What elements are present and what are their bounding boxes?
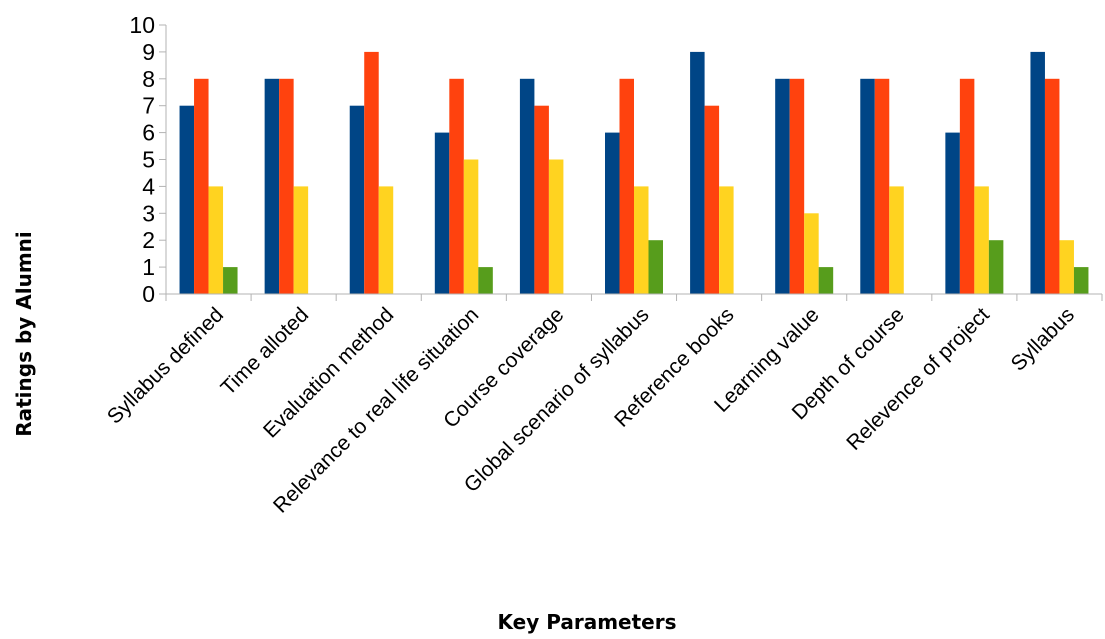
bar xyxy=(179,105,195,294)
bar xyxy=(519,78,535,294)
x-category-label: Relevence of project xyxy=(842,303,994,455)
y-tick-label: 1 xyxy=(142,254,155,280)
y-axis-title: Ratings by Alumni xyxy=(12,231,36,437)
bar xyxy=(804,213,819,294)
bar xyxy=(945,132,960,294)
bar xyxy=(364,51,379,295)
bar xyxy=(478,267,493,294)
bar xyxy=(434,132,450,294)
bar xyxy=(548,159,564,294)
bar xyxy=(1059,240,1074,294)
bar xyxy=(279,78,294,294)
bar xyxy=(1044,78,1060,294)
y-tick-label: 4 xyxy=(142,173,155,199)
bar xyxy=(194,78,209,294)
bar xyxy=(789,78,805,294)
bar xyxy=(974,186,989,294)
bar xyxy=(648,240,663,294)
y-tick-label: 5 xyxy=(142,147,155,173)
bar xyxy=(704,105,720,294)
bars xyxy=(179,51,1089,295)
axes xyxy=(165,25,1103,301)
y-tick-label: 3 xyxy=(142,200,155,226)
bar xyxy=(264,78,280,294)
bar xyxy=(208,186,224,294)
bar xyxy=(719,186,734,294)
bar xyxy=(634,186,649,294)
bar xyxy=(293,186,309,294)
y-tick-label: 8 xyxy=(142,66,155,92)
bar xyxy=(874,78,890,294)
bar xyxy=(605,132,620,294)
bar xyxy=(860,78,875,294)
bar xyxy=(449,78,464,294)
x-axis-title: Key Parameters xyxy=(498,610,677,634)
y-tick-label: 7 xyxy=(142,93,155,119)
bar xyxy=(619,78,634,294)
bar xyxy=(349,105,365,294)
bar xyxy=(1073,267,1089,294)
bar xyxy=(818,267,834,294)
x-category-label: Syllabus xyxy=(1007,303,1079,375)
bar xyxy=(223,267,238,294)
bar xyxy=(534,105,549,294)
bar xyxy=(1030,51,1045,295)
y-tick-label: 2 xyxy=(142,227,155,253)
y-tick-label: 6 xyxy=(142,120,155,146)
y-tick-label: 0 xyxy=(142,281,155,307)
x-category-label: Syllabus defined xyxy=(103,303,228,428)
bar xyxy=(889,186,904,294)
bar xyxy=(775,78,790,294)
bar xyxy=(690,51,705,295)
bar xyxy=(378,186,394,294)
y-tick-label: 9 xyxy=(142,39,155,65)
y-tick-label: 10 xyxy=(129,12,155,38)
bar xyxy=(959,78,975,294)
bar xyxy=(463,159,479,294)
bar xyxy=(988,240,1004,294)
